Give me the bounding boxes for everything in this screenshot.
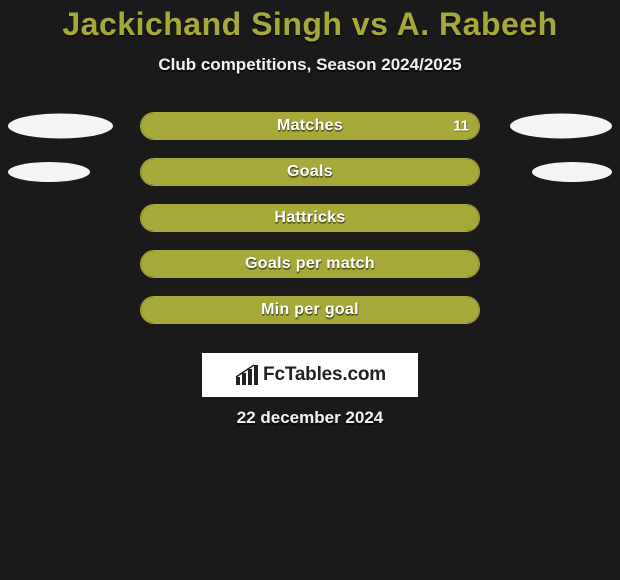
stat-label: Matches — [141, 117, 479, 135]
right-ellipse — [510, 114, 612, 139]
stat-label: Goals per match — [141, 255, 479, 273]
stat-row: Min per goal — [0, 287, 620, 333]
left-ellipse — [8, 114, 113, 139]
stat-row: Goals — [0, 149, 620, 195]
right-ellipse — [532, 162, 612, 182]
logo-text: FcTables.com — [263, 364, 386, 386]
stat-bar: 11Matches — [140, 112, 480, 140]
stat-row: 11Matches — [0, 103, 620, 149]
comparison-infographic: Jackichand Singh vs A. Rabeeh Club compe… — [0, 0, 620, 580]
stat-label: Min per goal — [141, 301, 479, 319]
stat-row: Hattricks — [0, 195, 620, 241]
stat-label: Hattricks — [141, 209, 479, 227]
stat-label: Goals — [141, 163, 479, 181]
left-ellipse — [8, 162, 90, 182]
stat-row: Goals per match — [0, 241, 620, 287]
date-text: 22 december 2024 — [0, 408, 620, 428]
stat-bar: Hattricks — [140, 204, 480, 232]
stat-bar: Goals per match — [140, 250, 480, 278]
logo-box: FcTables.com — [202, 353, 418, 397]
page-title: Jackichand Singh vs A. Rabeeh — [0, 0, 620, 43]
chart-icon — [234, 363, 260, 387]
stat-bar: Min per goal — [140, 296, 480, 324]
stat-bar: Goals — [140, 158, 480, 186]
stat-rows: 11Matches Goals Hattricks Goals per match Mi… — [0, 103, 620, 333]
page-subtitle: Club competitions, Season 2024/2025 — [0, 55, 620, 75]
